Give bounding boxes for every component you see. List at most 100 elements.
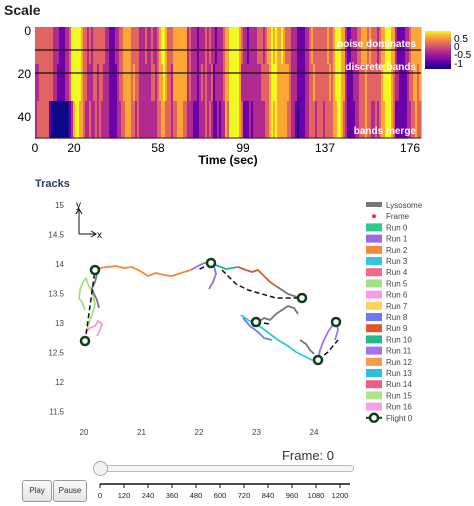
legend-label[interactable]: Run 13: [386, 369, 412, 378]
heatmap-cell: [329, 101, 332, 139]
heatmap-cell: [267, 101, 270, 139]
heatmap-cell: [177, 27, 180, 65]
heatmap-cell: [401, 101, 404, 139]
heatmap-cell: [333, 64, 336, 102]
legend-label[interactable]: Run 5: [386, 279, 408, 288]
heatmap-cell: [235, 64, 238, 102]
frame-slider-handle[interactable]: [93, 461, 108, 476]
heatmap-cell: [121, 27, 124, 65]
legend-label[interactable]: Run 11: [386, 347, 412, 356]
heatmap-cell: [357, 64, 360, 102]
heatmap-cell: [161, 64, 164, 102]
heatmap-cell: [133, 101, 136, 139]
heatmap-cell: [305, 101, 308, 139]
heatmap-cell: [379, 27, 382, 65]
heatmap-cell: [129, 27, 132, 65]
legend-label[interactable]: Run 8: [386, 313, 408, 322]
legend-label[interactable]: Run 16: [386, 403, 412, 412]
heatmap-cell: [347, 27, 350, 65]
heatmap-cell: [205, 27, 208, 65]
heatmap-cell: [173, 64, 176, 102]
heatmap-cell: [263, 27, 266, 65]
heatmap-cell: [119, 64, 122, 102]
legend-label[interactable]: Run 14: [386, 380, 412, 389]
heatmap-cell: [263, 64, 266, 102]
lysosome-path-4: [299, 339, 315, 355]
heatmap-cell: [419, 101, 422, 139]
legend-label[interactable]: Run 7: [386, 302, 408, 311]
legend-label[interactable]: Run 1: [386, 235, 408, 244]
heatmap-cell: [67, 27, 70, 65]
legend-swatch: [366, 380, 382, 389]
legend-label[interactable]: Run 0: [386, 223, 408, 232]
frame-tick: 600: [214, 491, 227, 500]
heatmap-cell: [227, 27, 230, 65]
legend-label[interactable]: Run 15: [386, 391, 412, 400]
legend-label[interactable]: Run 10: [386, 335, 412, 344]
heatmap-cell: [237, 27, 240, 65]
heatmap-cell: [257, 64, 260, 102]
heatmap-cell: [391, 64, 394, 102]
heatmap-cell: [317, 27, 320, 65]
heatmap-cell: [143, 27, 146, 65]
heatmap-cell: [103, 101, 106, 139]
heatmap-cell: [415, 27, 418, 65]
heatmap-cell: [123, 64, 126, 102]
heatmap-cell: [409, 64, 412, 102]
legend-swatch: [366, 290, 382, 299]
heatmap-cell: [259, 27, 262, 65]
legend-swatch: [366, 223, 382, 232]
legend-label[interactable]: Run 12: [386, 358, 412, 367]
heatmap-cell: [361, 64, 364, 102]
heatmap-cell: [403, 27, 406, 65]
heatmap-cell: [371, 101, 374, 139]
heatmap-cell: [143, 101, 146, 139]
heatmap-cell: [89, 64, 92, 102]
heatmap-cell: [233, 27, 236, 65]
heatmap-cell: [287, 64, 290, 102]
heatmap-cell: [151, 64, 154, 102]
heatmap-cell: [327, 101, 330, 139]
legend-label[interactable]: Flight 0: [386, 414, 413, 423]
heatmap-cell: [357, 27, 360, 65]
legend-label[interactable]: Frame: [386, 212, 410, 221]
heatmap-cell: [195, 27, 198, 65]
frame-tick: 720: [238, 491, 251, 500]
heatmap-cell: [117, 27, 120, 65]
legend-label[interactable]: Run 2: [386, 246, 408, 255]
heatmap-cell: [243, 64, 246, 102]
heatmap-cell: [165, 64, 168, 102]
heatmap-cell: [153, 101, 156, 139]
tracks-x-tick: 21: [137, 428, 146, 437]
heatmap-cell: [257, 27, 260, 65]
play-button[interactable]: Play: [22, 480, 52, 502]
heatmap-cell: [327, 64, 330, 102]
legend-label[interactable]: Run 9: [386, 324, 408, 333]
legend-label[interactable]: Run 3: [386, 257, 408, 266]
heatmap-cell: [77, 101, 80, 139]
heatmap-cell: [151, 101, 154, 139]
legend-label[interactable]: Run 6: [386, 291, 408, 300]
run-11-path: [317, 319, 339, 361]
heatmap-cell: [53, 101, 56, 139]
annotation-discrete: discrete bands: [345, 62, 416, 73]
heatmap-cell: [147, 27, 150, 65]
heatmap-cell: [187, 64, 190, 102]
heatmap-cell: [381, 64, 384, 102]
heatmap-cell: [287, 27, 290, 65]
heatmap-cell: [125, 64, 128, 102]
heatmap-cell: [401, 64, 404, 102]
legend-label[interactable]: Run 4: [386, 268, 408, 277]
frame-slider-track[interactable]: [100, 465, 354, 472]
heatmap-cell: [323, 27, 326, 65]
heatmap-cell: [417, 27, 420, 65]
heatmap-cell: [103, 27, 106, 65]
legend-label[interactable]: Lysosome: [386, 201, 423, 210]
heatmap-cell: [87, 101, 90, 139]
heatmap-cell: [323, 101, 326, 139]
heatmap-cell: [373, 27, 376, 65]
tracks-y-tick: 15: [55, 201, 64, 210]
heatmap-cell: [137, 64, 140, 102]
heatmap-cell: [185, 64, 188, 102]
pause-button[interactable]: Pause: [53, 480, 87, 502]
